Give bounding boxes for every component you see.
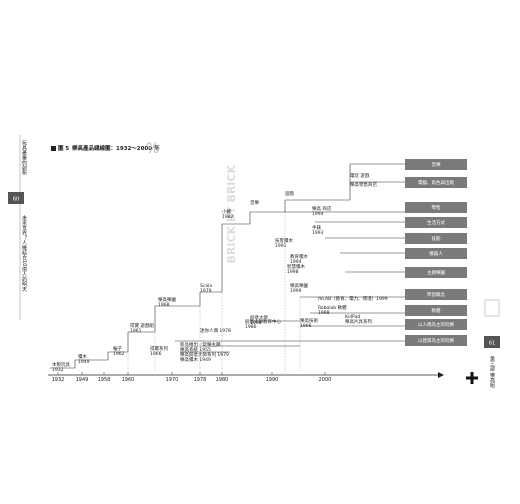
category-label: 機器人 [429, 250, 443, 257]
product-year: 1998 [287, 269, 299, 275]
product-name: 樂高樂園 [158, 296, 176, 303]
product-name: 創意大師 [250, 314, 268, 321]
product-name: KidPad [345, 314, 360, 320]
category-label: 以人偶為主的玩樂 [418, 321, 454, 328]
page-tab [484, 336, 500, 348]
axis-year: 1978 [194, 377, 207, 383]
branch-lines [175, 211, 405, 353]
category-box [405, 335, 467, 346]
product-year: 樂高積木 1949 [180, 356, 211, 363]
product-name: 音樂 [250, 199, 259, 206]
product-year: 1979 [200, 288, 212, 294]
product-name: mLAB（教育、電力、環境）1999 [318, 295, 388, 302]
product-name: 創意大師教育中心 [245, 318, 281, 325]
axis-year: 1958 [98, 377, 111, 383]
product-name: 木製玩具 [52, 361, 70, 368]
product-name: Scala [200, 283, 212, 289]
category-box [405, 305, 467, 316]
product-name: 小豬 [222, 208, 231, 215]
axis-year: 2000 [319, 377, 332, 383]
page-tab [8, 192, 24, 204]
product-name: 智慧積木 [287, 263, 305, 270]
page-number: 61 [489, 341, 495, 347]
product-year: 1932 [52, 367, 64, 373]
product-year: 1968 [158, 302, 170, 308]
category-box [405, 319, 467, 330]
product-name: 電玩 遊戲 [350, 172, 370, 179]
product-name: 新品推出／玩樂主題 [180, 341, 221, 348]
axis-year: 1990 [266, 377, 279, 383]
category-label: 生活方式 [427, 219, 445, 226]
watermark: BRICK BY BRICK [225, 165, 238, 264]
product-year: 1961 [130, 328, 142, 334]
percent-icon: % [146, 141, 159, 157]
product-year: 1986 [245, 324, 257, 330]
product-year: 1999 [290, 288, 302, 294]
product-name: 手錶 [312, 224, 321, 231]
lego-figure-icon [484, 299, 500, 317]
axis-year: 1949 [76, 377, 89, 383]
category-box [405, 248, 467, 259]
plus-icon [466, 372, 478, 384]
page-number: 60 [13, 197, 19, 203]
category-box [405, 233, 467, 244]
product-year: 1994 [290, 259, 302, 265]
product-year: 1966 [300, 323, 312, 329]
axis-year: 1980 [216, 377, 229, 383]
category-label: 學習概念 [427, 291, 445, 298]
product-name: 輪子 [113, 345, 122, 352]
category-box [405, 159, 467, 170]
margin-title: 玩具產業的創新 [21, 140, 27, 176]
figure-label: 圖 5 [58, 144, 69, 152]
product-year: 1994 [312, 211, 324, 217]
category-label: 主題樂園 [427, 269, 445, 276]
product-name: 得寶系列 [150, 345, 168, 352]
product-year: 樂高系統 1955 [180, 346, 211, 353]
product-year: 1949 [78, 359, 90, 365]
margin-chapter: 未來世界？人機結合10億人的明天 [21, 214, 27, 292]
category-box [405, 177, 467, 188]
guide-lines [127, 212, 301, 372]
product-name: 迷你人偶 1978 [200, 327, 231, 334]
figure-bullet [51, 146, 56, 151]
axis-arrow [438, 372, 444, 378]
axis-year: 1970 [166, 377, 179, 383]
figure-title: 樂高產品總線圖：1932～2000 年 [72, 144, 160, 152]
product-year: 1962 [113, 351, 125, 357]
product-name: 樂高零售商店 [350, 181, 377, 188]
product-year: 1993 [312, 230, 324, 236]
category-label: 以建築為主的玩樂 [418, 337, 454, 344]
product-name: 得寶 遊戲組 [130, 322, 154, 329]
product-year: 1991 [275, 243, 287, 249]
margin-chapter: 第三部 樂高組 [489, 355, 495, 388]
product-name: 教育積木 [290, 253, 308, 260]
product-year: 1966 [150, 351, 162, 357]
product-year: 1998 [250, 320, 262, 326]
category-label: 電腦、角色與出版 [418, 179, 454, 186]
category-label: 軟體 [432, 307, 441, 314]
product-year: 1982 [222, 214, 234, 220]
category-box [405, 267, 467, 278]
product-year: 1998 [318, 310, 330, 316]
product-year: 樂高片具系列 [345, 318, 372, 325]
category-label: 音樂 [432, 161, 441, 168]
category-box [405, 217, 467, 228]
category-label: 技能 [432, 235, 441, 242]
axis-year: 1932 [52, 377, 65, 383]
category-box [405, 289, 467, 300]
product-name: 樂高樂園 [290, 282, 308, 289]
category-label: 零售 [432, 204, 441, 211]
axis-year: 1960 [122, 377, 135, 383]
product-name: 樂高創意大師系列 1979 [180, 351, 229, 358]
product-name: 遊戲 [285, 190, 294, 197]
product-name: 積木 [78, 353, 87, 360]
product-name: 樂高 商店 [312, 205, 332, 212]
product-name: 技客積木 [275, 237, 293, 244]
category-box [405, 202, 467, 213]
product-name: 樂高技術 [300, 317, 318, 324]
product-name: Robolab 軟體 [318, 304, 347, 311]
